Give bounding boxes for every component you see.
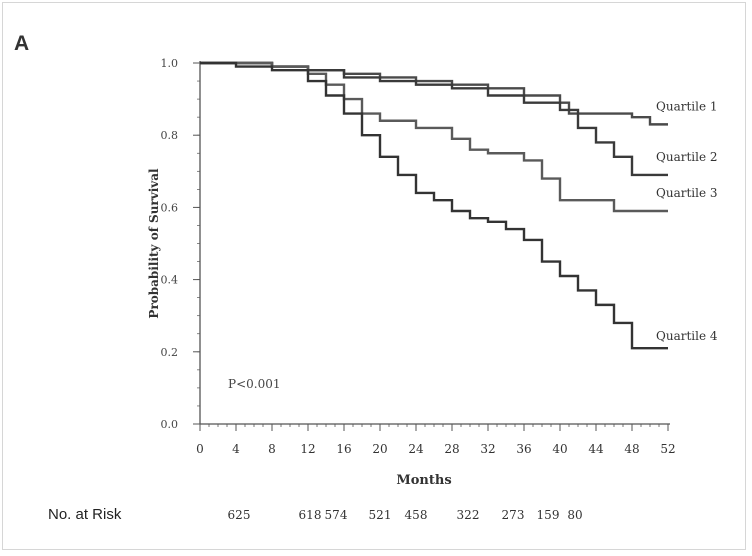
x-tick-label-36: 36	[516, 442, 531, 456]
risk-value: 159	[536, 508, 560, 522]
y-tick-label-1.0: 1.0	[161, 57, 179, 70]
series-line-quartile-1	[200, 61, 668, 126]
y-tick-label-0.4: 0.4	[161, 274, 179, 287]
x-tick-label-12: 12	[300, 442, 315, 456]
figure-frame	[2, 2, 746, 550]
y-tick-label-0.8: 0.8	[161, 129, 179, 142]
x-tick-label-16: 16	[336, 442, 351, 456]
x-axis-label: Months	[396, 473, 451, 488]
p-value-annotation: P<0.001	[228, 377, 280, 391]
series-line-quartile-3	[200, 61, 668, 213]
x-tick-label-32: 32	[480, 442, 495, 456]
x-tick-label-44: 44	[588, 442, 604, 456]
risk-value: 521	[368, 508, 392, 522]
y-tick-label-0.2: 0.2	[161, 346, 179, 359]
series-line-quartile-4	[200, 61, 668, 350]
risk-value: 625	[227, 508, 251, 522]
panel-label: A	[14, 32, 30, 55]
number-at-risk-label: No. at Risk	[48, 506, 122, 523]
series-label-quartile-3: Quartile 3	[656, 186, 718, 200]
x-tick-label-24: 24	[408, 442, 424, 456]
x-tick-label-40: 40	[552, 442, 567, 456]
x-tick-label-48: 48	[624, 442, 639, 456]
x-tick-label-8: 8	[268, 442, 276, 456]
risk-value: 80	[567, 508, 583, 522]
risk-value: 574	[324, 508, 348, 522]
series-label-quartile-2: Quartile 2	[656, 150, 718, 164]
series-label-quartile-1: Quartile 1	[656, 99, 718, 113]
risk-value: 273	[501, 508, 525, 522]
y-axis-label: Probability of Survival	[147, 168, 161, 319]
series-line-quartile-2	[200, 61, 668, 177]
risk-value: 322	[456, 508, 480, 522]
y-tick-label-0.0: 0.0	[161, 418, 179, 431]
series-label-quartile-4: Quartile 4	[656, 329, 718, 343]
x-tick-label-52: 52	[660, 442, 675, 456]
x-tick-label-4: 4	[232, 442, 240, 456]
x-tick-label-0: 0	[196, 442, 204, 456]
risk-value: 618	[298, 508, 322, 522]
risk-value: 458	[404, 508, 428, 522]
x-tick-label-28: 28	[444, 442, 459, 456]
y-tick-label-0.6: 0.6	[161, 201, 179, 214]
number-at-risk-row: No. at Risk 625 618 574 521 458 322 273 159 80	[0, 506, 752, 532]
x-tick-label-20: 20	[372, 442, 387, 456]
